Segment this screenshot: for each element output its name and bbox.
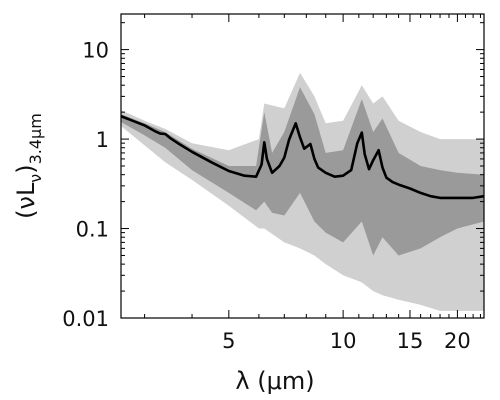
median-template-line [121,114,484,200]
x-axis-label: λ (μm) [235,367,314,395]
y-tick-labels: 0.01 0.1 1 10 [62,39,109,331]
y-axis-label: (νLν)3.4μm [12,113,45,219]
template-lines [121,114,484,200]
y-tick-label: 0.01 [62,307,109,331]
x-tick-label: 20 [444,329,471,353]
x-tick-label: 10 [330,329,357,353]
y-tick-label: 1 [96,128,109,152]
x-tick-labels: 5 10 15 20 [222,329,471,353]
template-range-bands [121,72,484,311]
x-tick-label: 5 [222,329,235,353]
y-tick-label: 0.1 [76,218,109,242]
x-tick-label: 15 [397,329,424,353]
y-tick-label: 10 [82,39,109,63]
axis-ticks [121,14,484,319]
inner-range-band [121,87,484,256]
